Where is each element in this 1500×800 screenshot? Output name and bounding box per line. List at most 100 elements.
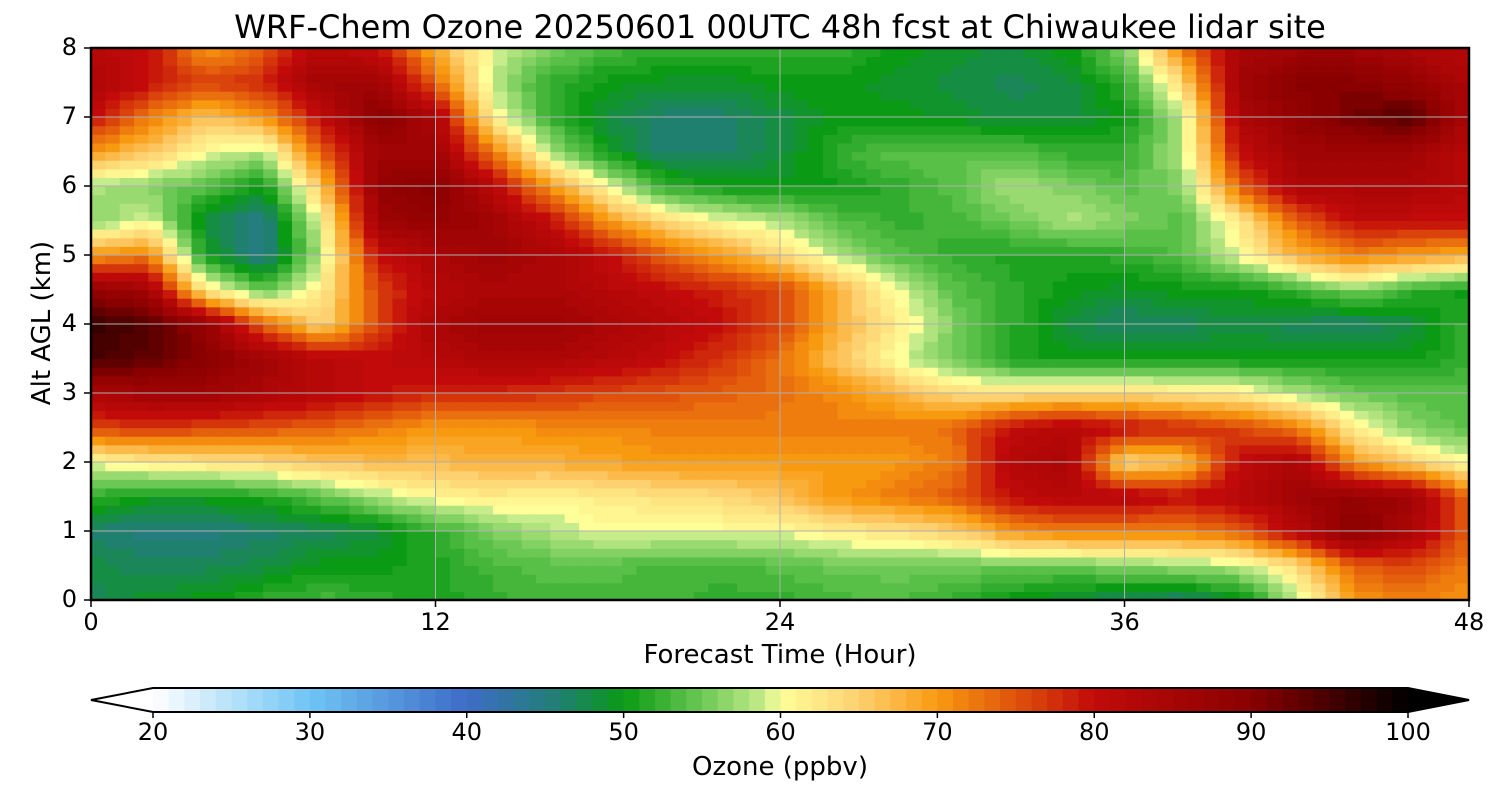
heatmap-cell: [449, 410, 465, 420]
heatmap-cell: [1354, 479, 1370, 489]
heatmap-cell: [1311, 505, 1327, 515]
heatmap-cell: [765, 194, 781, 204]
heatmap-cell: [722, 393, 738, 403]
heatmap-cell: [794, 203, 810, 213]
heatmap-cell: [91, 513, 106, 523]
heatmap-cell: [593, 298, 609, 308]
heatmap-cell: [751, 194, 767, 204]
heatmap-cell: [1095, 462, 1111, 472]
heatmap-cell: [607, 462, 623, 472]
heatmap-cell: [650, 487, 666, 498]
heatmap-cell: [1167, 246, 1183, 256]
heatmap-cell: [665, 453, 681, 463]
heatmap-cell: [91, 341, 106, 351]
heatmap-cell: [1138, 574, 1154, 584]
heatmap-cell: [1440, 367, 1456, 377]
heatmap-cell: [1095, 487, 1111, 498]
heatmap-cell: [1153, 453, 1169, 463]
heatmap-cell: [263, 582, 279, 592]
heatmap-cell: [392, 574, 408, 584]
heatmap-cell: [1368, 462, 1384, 472]
heatmap-cell: [1382, 487, 1398, 498]
heatmap-cell: [91, 539, 106, 549]
heatmap-cell: [191, 539, 207, 549]
heatmap-cell: [937, 272, 953, 282]
heatmap-cell: [335, 332, 350, 342]
heatmap-cell: [220, 574, 236, 584]
heatmap-cell: [579, 591, 594, 600]
heatmap-cell: [464, 462, 480, 472]
heatmap-cell: [751, 272, 767, 282]
heatmap-cell: [478, 367, 494, 377]
heatmap-cell: [406, 194, 422, 204]
heatmap-cell: [134, 220, 150, 230]
heatmap-cell: [478, 548, 494, 558]
heatmap-cell: [866, 393, 882, 403]
heatmap-cell: [1124, 453, 1140, 463]
heatmap-cell: [378, 280, 394, 291]
heatmap-cell: [105, 410, 121, 420]
heatmap-cell: [665, 487, 681, 498]
heatmap-cell: [277, 556, 293, 567]
heatmap-cell: [306, 237, 322, 247]
heatmap-cell: [507, 496, 523, 506]
heatmap-cell: [105, 341, 121, 351]
heatmap-cell: [1382, 522, 1398, 532]
heatmap-cell: [291, 203, 307, 213]
heatmap-cell: [1110, 531, 1126, 541]
heatmap-cell: [894, 211, 910, 222]
heatmap-cell: [435, 384, 451, 394]
heatmap-cell: [909, 280, 925, 291]
heatmap-cell: [1167, 160, 1183, 170]
heatmap-cell: [866, 203, 882, 213]
heatmap-cell: [177, 237, 193, 247]
heatmap-cell: [851, 349, 867, 360]
heatmap-cell: [205, 479, 221, 489]
heatmap-cell: [363, 160, 379, 170]
chart-title: WRF-Chem Ozone 20250601 00UTC 48h fcst a…: [234, 8, 1326, 46]
heatmap-cell: [1368, 444, 1384, 454]
heatmap-cell: [148, 324, 164, 334]
heatmap-cell: [808, 194, 824, 204]
heatmap-cell: [880, 410, 896, 420]
heatmap-cell: [162, 177, 178, 187]
heatmap-cell: [378, 462, 394, 472]
heatmap-cell: [1081, 513, 1097, 523]
heatmap-cell: [894, 436, 910, 446]
heatmap-cell: [708, 444, 724, 454]
heatmap-cell: [220, 211, 236, 222]
heatmap-cell: [119, 324, 135, 334]
heatmap-cell: [335, 393, 350, 403]
heatmap-cell: [378, 349, 394, 360]
heatmap-cell: [1454, 280, 1469, 291]
heatmap-cell: [1282, 315, 1298, 325]
heatmap-cell: [1081, 298, 1097, 308]
heatmap-cell: [478, 505, 494, 515]
heatmap-cell: [1411, 289, 1427, 299]
heatmap-cell: [937, 324, 953, 334]
heatmap-cell: [1368, 255, 1384, 265]
heatmap-cell: [550, 384, 566, 394]
heatmap-cell: [521, 367, 537, 377]
heatmap-cell: [823, 531, 839, 541]
heatmap-cell: [894, 462, 910, 472]
heatmap-cell: [751, 436, 767, 446]
heatmap-cell: [736, 565, 752, 575]
heatmap-cell: [263, 591, 279, 600]
heatmap-cell: [1425, 539, 1441, 549]
heatmap-cell: [579, 574, 594, 584]
heatmap-cell: [349, 427, 365, 437]
heatmap-cell: [248, 410, 264, 420]
heatmap-cell: [765, 393, 781, 403]
heatmap-cell: [1411, 220, 1427, 230]
heatmap-cell: [636, 306, 652, 316]
heatmap-cell: [205, 203, 221, 213]
heatmap-cell: [650, 513, 666, 523]
heatmap-cell: [478, 341, 494, 351]
heatmap-cell: [521, 306, 537, 316]
heatmap-cell: [1067, 289, 1083, 299]
heatmap-cell: [291, 453, 307, 463]
heatmap-cell: [335, 289, 350, 299]
heatmap-cell: [1095, 332, 1111, 342]
heatmap-cell: [1368, 263, 1384, 273]
